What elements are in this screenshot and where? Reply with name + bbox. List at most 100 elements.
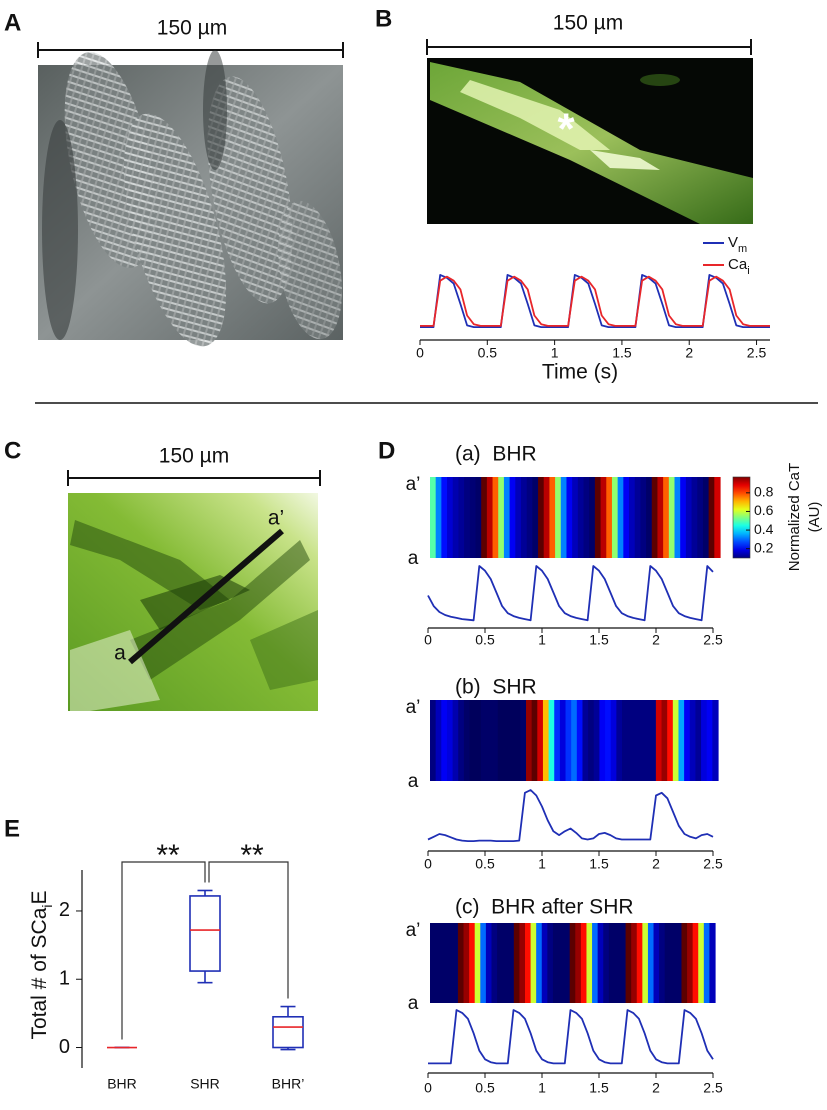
heatmap-column: [702, 477, 710, 558]
heatmap-column: [565, 700, 572, 781]
heatmap-column: [509, 477, 516, 558]
heatmap-column: [610, 700, 617, 781]
heatmap-column: [515, 477, 522, 558]
heatmap-column: [458, 477, 465, 558]
colorbar-tick-label: 0.2: [754, 539, 774, 555]
heatmap-column: [481, 477, 488, 558]
heatmap-column: [492, 477, 499, 558]
heatmap-column: [458, 700, 465, 781]
heatmap-column: [575, 923, 582, 1003]
x-tick-label: 2.5: [703, 856, 723, 872]
x-tick-label: 0: [416, 345, 424, 361]
y-axis-label: Total # of SCaiE: [28, 890, 55, 1039]
heatmap-column: [457, 923, 465, 1003]
heatmap-column: [520, 700, 527, 781]
heatmap-column: [668, 477, 676, 558]
heatmap-column: [566, 477, 573, 558]
heatmap-column: [485, 923, 493, 1003]
heatmap-column: [592, 923, 599, 1003]
panel-letter: B: [375, 5, 392, 32]
heatmap-column: [650, 700, 657, 781]
y-axis-label-end: E: [28, 890, 51, 904]
significance-bracket: [208, 861, 289, 999]
heatmap-column: [580, 923, 588, 1003]
heatmap-column: [430, 477, 437, 558]
micrograph: [38, 50, 343, 347]
heatmap-column: [519, 923, 526, 1003]
heatmap-column: [572, 477, 579, 558]
scale-label: 150 µm: [553, 12, 623, 35]
panel-letter: A: [4, 9, 21, 36]
heatmap-column: [644, 700, 651, 781]
heatmap-column: [611, 477, 619, 558]
heatmap-column: [452, 700, 459, 781]
heatmap-column: [564, 923, 571, 1003]
significance-label: **: [156, 839, 180, 872]
heatmap-column: [672, 700, 680, 781]
heatmap-column: [569, 923, 576, 1003]
heatmap-column: [675, 923, 683, 1003]
heatmap-column: [548, 700, 555, 781]
heatmap-column: [526, 700, 533, 781]
heatmap-column: [513, 923, 521, 1003]
x-tick-label: 1: [538, 1080, 546, 1096]
heatmap-column: [492, 700, 499, 781]
heatmap-column: [543, 477, 551, 558]
heatmap-column: [559, 700, 567, 781]
heatmap-column: [583, 477, 590, 558]
x-tick-label: 1.5: [589, 632, 609, 648]
heatmap-column: [441, 700, 448, 781]
heatmap-column: [689, 700, 697, 781]
heatmap-column: [536, 923, 543, 1003]
heatmap-column: [655, 700, 663, 781]
x-tick-label: 0: [424, 632, 432, 648]
heatmap-column: [685, 477, 693, 558]
heatmap-column: [469, 700, 476, 781]
significance-label: **: [240, 839, 264, 872]
line-end-label: a’: [268, 507, 284, 530]
heatmap-column: [537, 700, 544, 781]
heatmap-column: [502, 923, 509, 1003]
heatmap-column: [681, 923, 688, 1003]
heatmap-column: [576, 700, 584, 781]
heatmap-column: [597, 923, 604, 1003]
x-tick-label: 2.5: [703, 632, 723, 648]
heatmap-column: [525, 923, 532, 1003]
heatmap-column: [697, 477, 704, 558]
fluorescence-image: a a’: [68, 493, 318, 711]
heatmap-column: [571, 700, 578, 781]
heatmap-column: [599, 700, 606, 781]
heatmap-column: [712, 700, 719, 781]
heatmap-column: [603, 923, 610, 1003]
heatmap-column: [640, 477, 647, 558]
x-tick-label: 1.5: [589, 856, 609, 872]
y-tick-label: 2: [59, 899, 70, 921]
heatmap-column: [452, 923, 459, 1003]
heatmap-column: [541, 923, 548, 1003]
line-start-label: a: [114, 642, 126, 665]
heatmap-column: [474, 923, 481, 1003]
heatmap-column: [633, 700, 640, 781]
heatmap-column: [503, 477, 511, 558]
y-axis-label-main: Total # of SCa: [28, 907, 51, 1039]
heatmap-column: [554, 700, 561, 781]
heatmap-column: [680, 477, 687, 558]
heatmap-column: [638, 700, 646, 781]
heatmap-column: [593, 700, 601, 781]
trace: [428, 1009, 714, 1065]
heatmap-column: [464, 477, 471, 558]
heatmap-column: [469, 923, 476, 1003]
heatmap-column: [695, 700, 702, 781]
heatmap-column: [703, 923, 711, 1003]
y-tick-label: 1: [59, 968, 70, 990]
heatmap-column: [582, 700, 589, 781]
x-tick-label: 0: [424, 856, 432, 872]
heatmap-column: [616, 700, 623, 781]
heatmap-column: [714, 477, 721, 558]
heatmap-column: [549, 477, 556, 558]
heatmap-column: [629, 477, 636, 558]
heatmap-column: [475, 477, 482, 558]
heatmap-column: [441, 923, 448, 1003]
trace: [420, 274, 770, 328]
